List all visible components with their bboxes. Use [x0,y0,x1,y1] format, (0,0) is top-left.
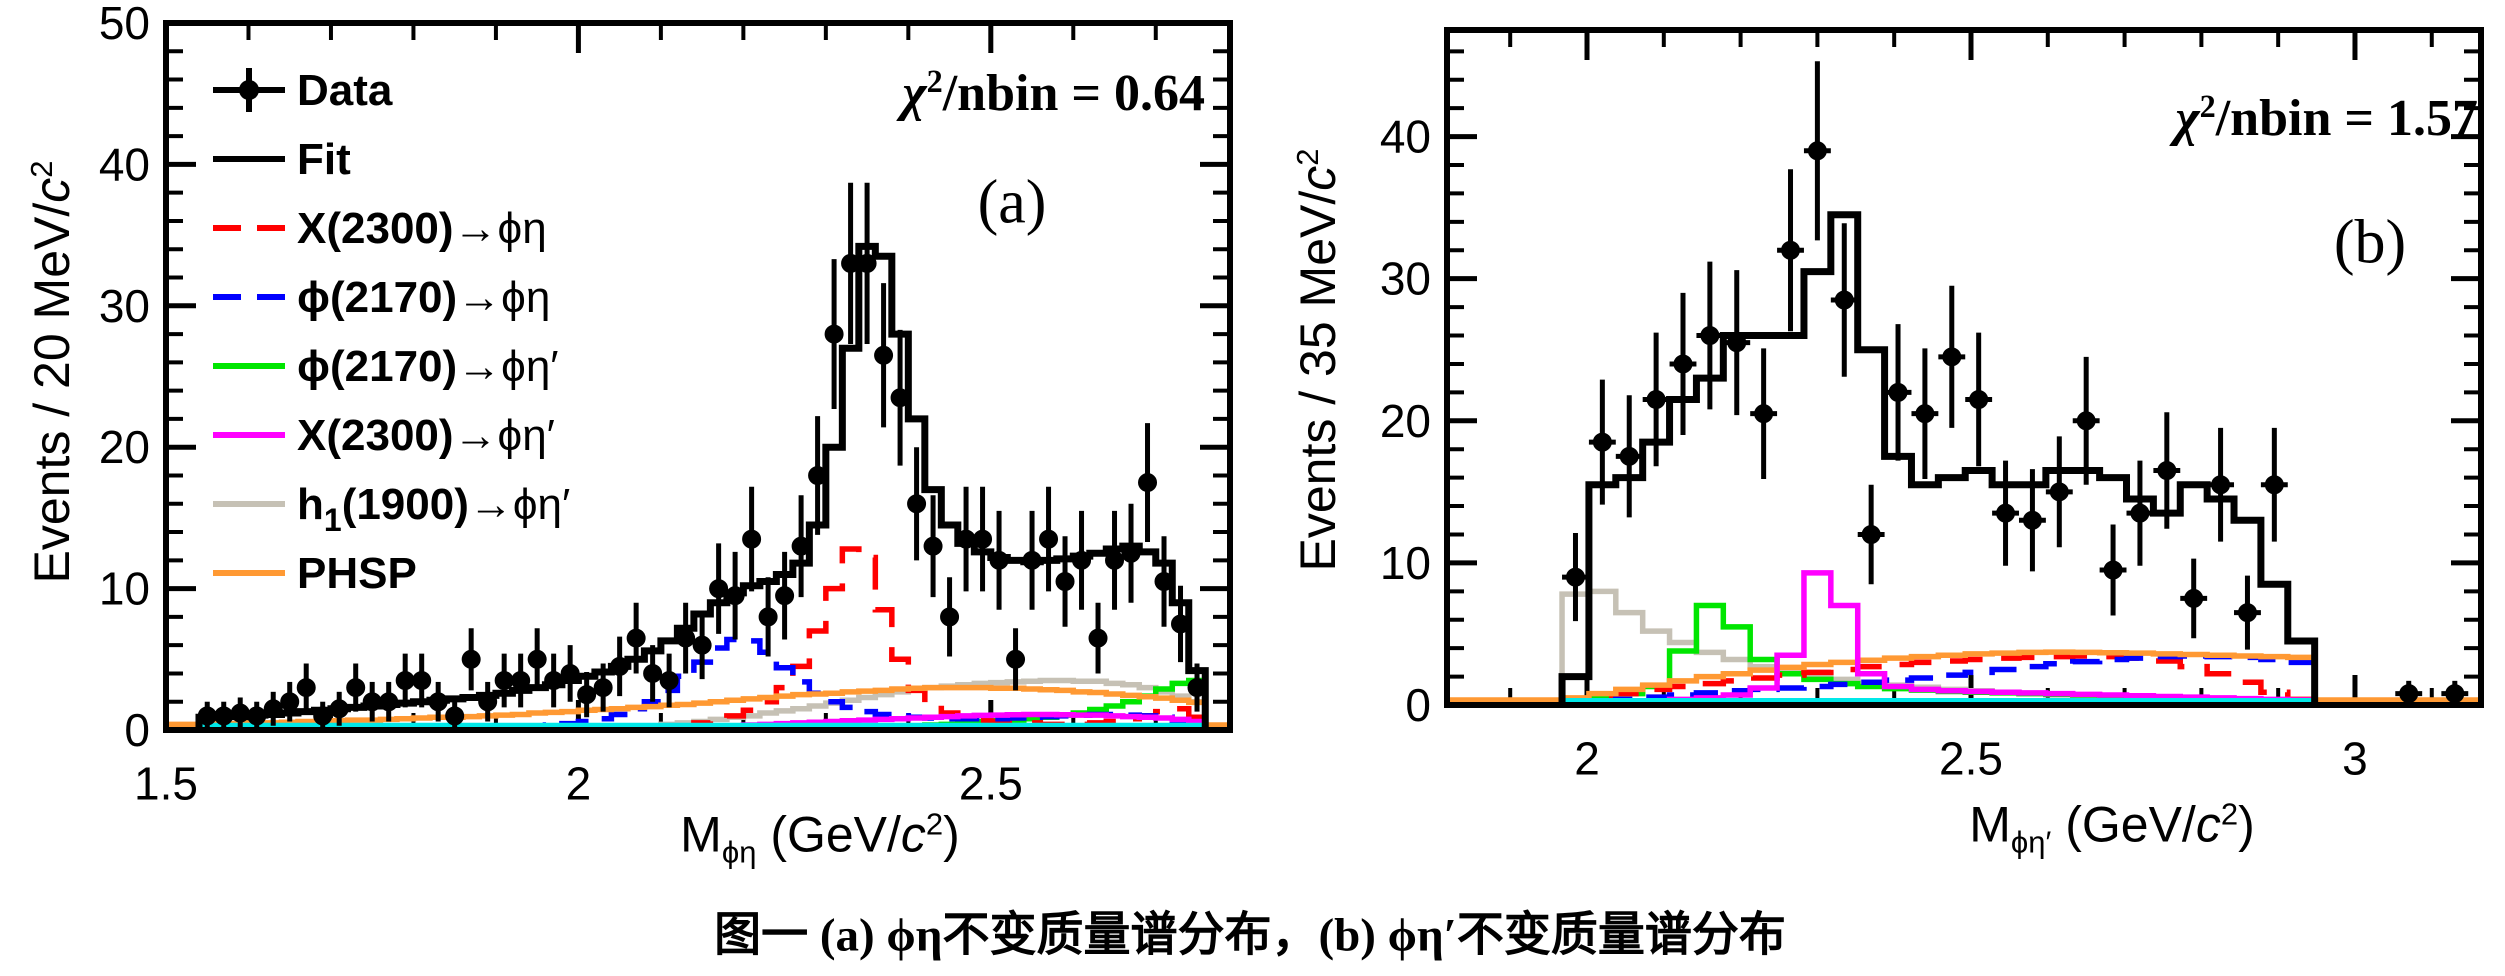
svg-text:40: 40 [99,138,150,190]
plot-frame [1444,27,2484,708]
panel-a: 1.5 2 2.5 0 10 20 30 40 50 Data Fit X(2300)→ϕη ϕ(217… [99,0,1233,810]
legend-item-label: ϕ(2170)→ϕη′ [297,342,559,391]
legend-item-label: X(2300)→ϕη′ [297,411,555,460]
legend-item-fit: Fit [213,135,351,184]
plot-frame [163,20,1233,733]
svg-text:1.5: 1.5 [134,758,198,810]
figure-caption: 图一 (a) ϕη不变质量谱分布，(b) ϕη′不变质量谱分布 [714,909,1786,962]
legend-item-data: Data [213,66,393,115]
component-cyan-curve [195,722,1209,730]
legend-item-x2300: X(2300)→ϕη′ [213,411,555,460]
panel-a-x-axis-title: Mϕη (GeV/c2) [680,806,960,870]
svg-text:50: 50 [99,0,150,49]
panel-b-chi2-label: χ2/nbin = 1.57 [2175,88,2478,147]
svg-text:40: 40 [1380,111,1431,163]
component-orange-curve [166,684,1230,728]
legend-item-x2300: X(2300)→ϕη [213,204,547,253]
svg-text:30: 30 [1380,253,1431,305]
legend-item-phsp: PHSP [213,549,417,598]
panel-a-letter: (a) [977,168,1047,237]
legend: Data Fit X(2300)→ϕη ϕ(2170)→ϕη ϕ(2170)→ϕη′ X(… [213,66,570,598]
svg-text:2: 2 [1574,733,1600,785]
panel-a-y-axis-title: Events / 20 MeV/c2 [23,160,80,584]
legend-item-label: Data [297,66,393,115]
svg-text:0: 0 [1405,679,1431,731]
legend-item-label: Fit [297,135,351,184]
svg-text:30: 30 [99,280,150,332]
svg-text:0: 0 [124,704,150,756]
data-points [197,182,1207,730]
legend-item-label: ϕ(2170)→ϕη [297,273,550,322]
data-points [1562,61,2469,705]
component-orange-curve [1447,649,2481,703]
panel-a-chi2-label: χ2/nbin = 0.64 [902,63,1205,122]
component-red-curve [1559,653,2318,705]
component-red-curve [198,546,1209,733]
fit-curve [1558,211,2319,705]
svg-text:20: 20 [99,421,150,473]
svg-text:2.5: 2.5 [1939,733,2003,785]
svg-text:10: 10 [99,563,150,615]
svg-text:10: 10 [1380,537,1431,589]
legend-item-2170: ϕ(2170)→ϕη [213,273,550,322]
axis-tick-labels: 1.5 2 2.5 0 10 20 30 40 50 [99,0,1023,810]
svg-text:20: 20 [1380,395,1431,447]
svg-text:3: 3 [2342,733,2368,785]
legend-item-h1900: h1(1900)→ϕη′ [213,480,570,538]
legend-item-label: X(2300)→ϕη [297,204,547,253]
legend-item-label: h1(1900)→ϕη′ [297,480,570,538]
panel-b-x-axis-title: Mϕη′ (GeV/c2) [1969,796,2255,860]
legend-item-label: PHSP [297,549,417,598]
svg-text:2: 2 [566,758,592,810]
svg-text:2.5: 2.5 [959,758,1023,810]
component-cyan-curve [1559,698,2318,705]
panel-b-letter: (b) [2333,208,2407,277]
legend-item-2170: ϕ(2170)→ϕη′ [213,342,559,391]
panel-b-y-axis-title: Events / 35 MeV/c2 [1289,148,1346,572]
